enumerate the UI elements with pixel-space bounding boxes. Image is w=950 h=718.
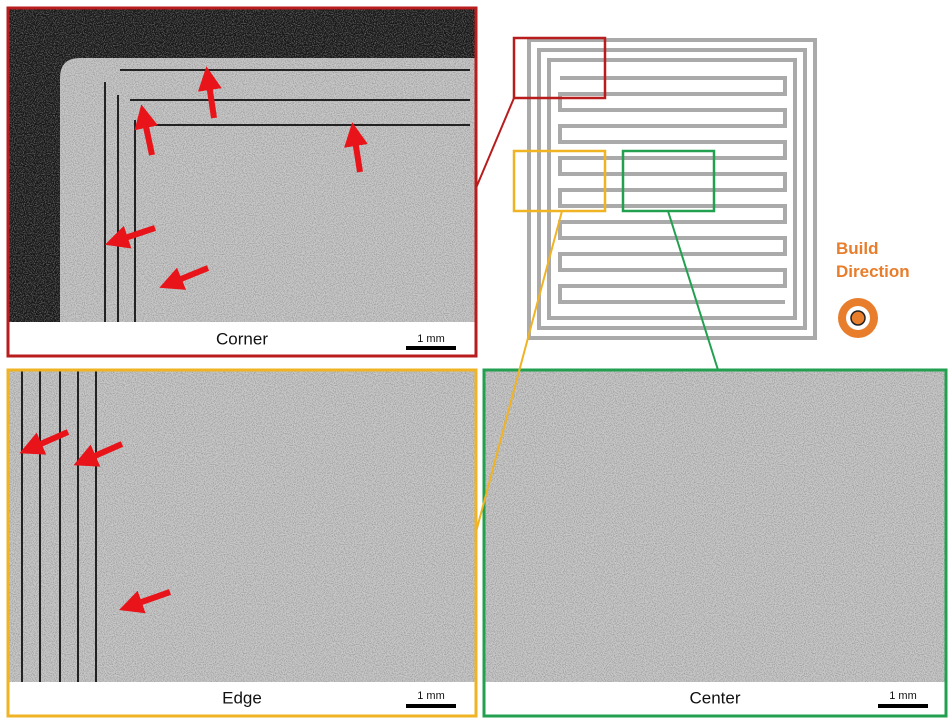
panel-label: Corner xyxy=(216,329,268,348)
scale-bar-label: 1 mm xyxy=(417,333,445,345)
scale-bar xyxy=(406,346,456,350)
edge-panel: Edge 1 mm xyxy=(8,370,476,716)
texture xyxy=(484,370,946,682)
corner-panel: Corner 1 mm xyxy=(8,8,476,356)
build-direction-label: Build xyxy=(836,239,879,258)
panel-label: Center xyxy=(689,688,740,707)
texture xyxy=(8,8,476,322)
scale-bar xyxy=(878,704,928,708)
panel-label: Edge xyxy=(222,688,262,707)
connector xyxy=(668,211,718,370)
center-panel: Center 1 mm xyxy=(484,370,946,716)
build-direction-icon xyxy=(851,311,865,325)
scale-bar-label: 1 mm xyxy=(889,690,917,702)
connector xyxy=(476,98,514,188)
build-direction-label: Direction xyxy=(836,262,910,281)
scale-bar xyxy=(406,704,456,708)
figure: Corner 1 mm Edge 1 mm Center 1 mm xyxy=(0,0,950,718)
scale-bar-label: 1 mm xyxy=(417,690,445,702)
scan-diagram xyxy=(529,40,815,338)
